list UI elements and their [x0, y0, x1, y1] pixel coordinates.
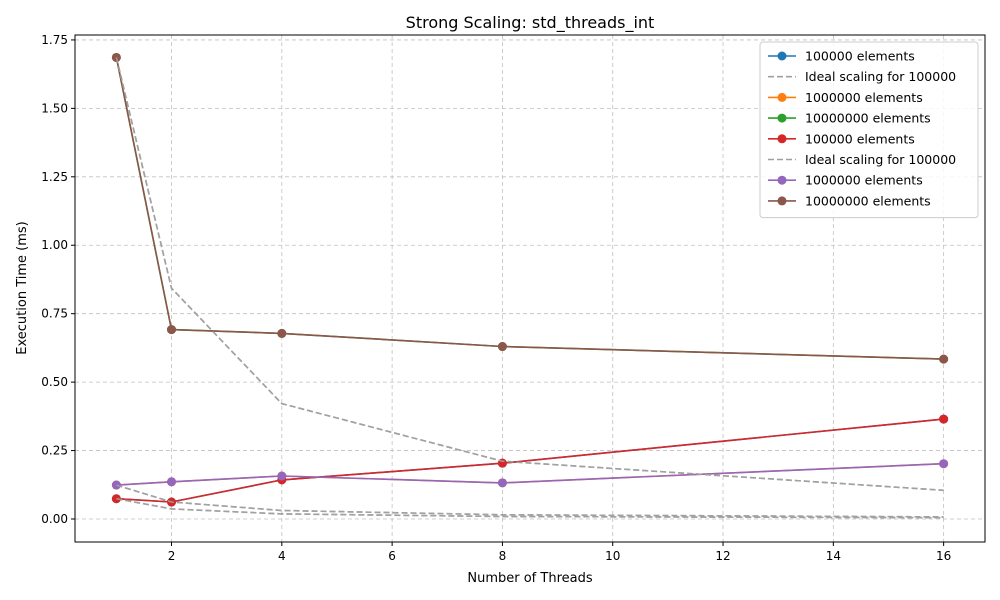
x-tick-label: 12 [715, 549, 730, 563]
legend-marker [777, 196, 787, 206]
legend-label: 100000 elements [805, 49, 915, 64]
y-tick-label: 1.50 [41, 101, 68, 115]
plot-area-frame [74, 34, 986, 543]
legend-entry: Ideal scaling for 100000 [768, 152, 956, 167]
legend-entry: 1000000 elements [768, 173, 923, 188]
data-point [111, 480, 121, 490]
x-tick-label: 10 [605, 549, 620, 563]
legend-label: 10000000 elements [805, 111, 931, 126]
data-point [497, 342, 507, 352]
series-lines [111, 52, 949, 519]
legend-marker [777, 175, 787, 185]
legend-entry: Ideal scaling for 100000 [768, 69, 956, 84]
legend-marker [777, 113, 787, 123]
y-axis-label: Execution Time (ms) [15, 221, 30, 354]
y-tick-label: 1.00 [41, 238, 68, 252]
x-tick-label: 2 [168, 549, 176, 563]
chart-title: Strong Scaling: std_threads_int [406, 13, 655, 33]
ideal-scaling-line [116, 484, 944, 518]
legend-marker [777, 92, 787, 102]
y-tick-label: 0.75 [41, 307, 68, 321]
legend-marker [777, 51, 787, 61]
data-point [939, 354, 949, 364]
legend-entry: 100000 elements [768, 49, 915, 64]
legend-label: 1000000 elements [805, 173, 923, 188]
ideal-scaling-line [116, 497, 944, 519]
data-point [111, 494, 121, 504]
data-point [167, 325, 177, 335]
legend-entry: 1000000 elements [768, 90, 923, 105]
y-tick-label: 0.25 [41, 444, 68, 458]
legend-entry: 10000000 elements [768, 193, 931, 208]
x-axis-ticks: 2 4 6 8 10 12 14 16 [168, 542, 951, 563]
x-axis-label: Number of Threads [467, 571, 592, 586]
legend-label: Ideal scaling for 100000 [805, 69, 956, 84]
x-tick-label: 14 [826, 549, 841, 563]
x-tick-label: 4 [278, 549, 286, 563]
legend-label: Ideal scaling for 100000 [805, 152, 956, 167]
legend-entry: 10000000 elements [768, 111, 931, 126]
y-tick-label: 0.00 [41, 512, 68, 526]
legend-box [759, 41, 979, 219]
legend-label: 10000000 elements [805, 193, 931, 208]
y-tick-label: 1.75 [41, 33, 68, 47]
y-tick-label: 0.50 [41, 375, 68, 389]
x-tick-label: 16 [936, 549, 951, 563]
legend-label: 1000000 elements [805, 90, 923, 105]
x-tick-label: 8 [499, 549, 507, 563]
data-point [939, 459, 949, 469]
legend: 100000 elements Ideal scaling for 100000 1… [759, 41, 979, 219]
data-point [277, 471, 287, 481]
data-point [939, 414, 949, 424]
legend-entry: 100000 elements [768, 131, 915, 146]
data-point [277, 328, 287, 338]
y-tick-label: 1.25 [41, 170, 68, 184]
legend-marker [777, 134, 787, 144]
x-tick-label: 6 [388, 549, 396, 563]
ideal-scaling-line [115, 57, 944, 492]
data-point [167, 477, 177, 487]
y-axis-ticks: 0.00 0.25 0.50 0.75 1.00 1.25 1.50 1.75 [41, 33, 75, 526]
legend-label: 100000 elements [805, 131, 915, 146]
data-point [497, 478, 507, 488]
